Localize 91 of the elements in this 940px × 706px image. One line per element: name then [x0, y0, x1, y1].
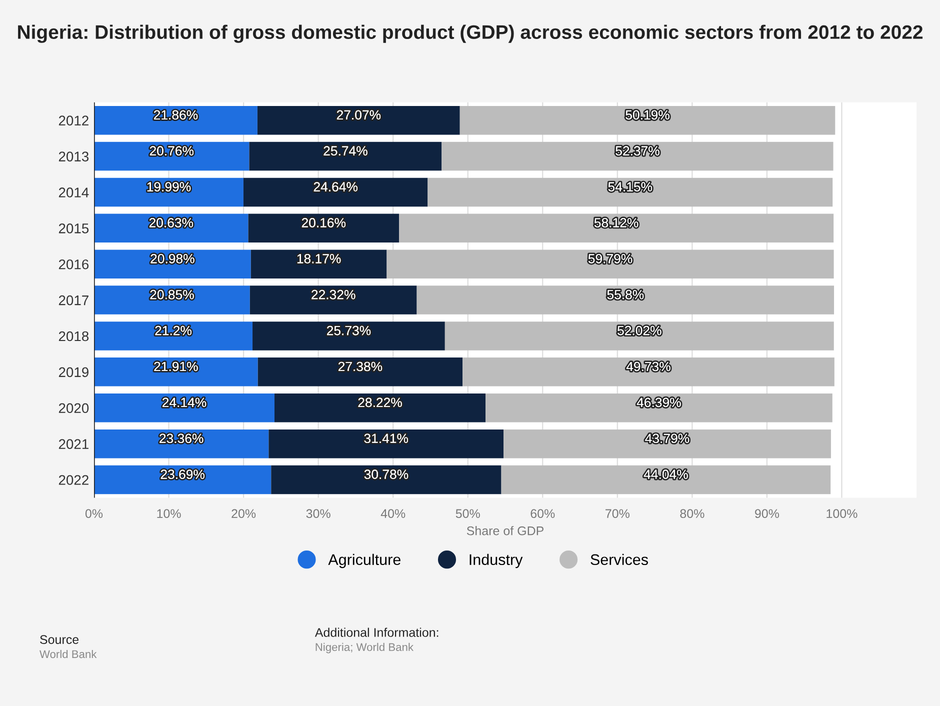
bar — [94, 322, 253, 350]
data-label: 21.91% — [154, 362, 198, 372]
bar — [428, 178, 833, 207]
data-label: 19.99% — [147, 182, 191, 192]
bar — [442, 142, 834, 171]
data-label: 27.07% — [336, 110, 381, 120]
text: Nigeria; World Bank — [316, 642, 414, 654]
text: Source — [40, 635, 79, 644]
bar — [386, 250, 834, 278]
data-label: 21.2% — [155, 326, 192, 336]
data-label: 46.39% — [636, 398, 681, 408]
y-tick-label: 2015 — [58, 224, 89, 234]
bar — [501, 465, 831, 494]
legend-label: Agriculture — [328, 554, 400, 568]
bar — [271, 465, 502, 494]
y-tick-label: 2013 — [58, 152, 89, 162]
legend-label: Industry — [470, 554, 523, 568]
data-label: 59.79% — [588, 254, 632, 264]
bar — [258, 358, 463, 386]
data-label: 25.74% — [324, 146, 368, 156]
bar — [252, 322, 445, 350]
y-tick-label: 2017 — [58, 295, 88, 306]
data-label: 21.86% — [154, 110, 198, 120]
bar — [274, 394, 486, 422]
bar — [250, 286, 417, 314]
data-label: 50.19% — [626, 110, 670, 120]
data-label: 23.36% — [160, 434, 204, 444]
x-tick-label: 100% — [826, 509, 858, 518]
bar — [94, 465, 272, 494]
x-tick-label: 80% — [680, 509, 704, 518]
y-tick-label: 2019 — [58, 367, 88, 378]
data-label: 30.78% — [364, 470, 408, 479]
x-tick-label: 50% — [456, 509, 480, 518]
bar — [268, 429, 504, 458]
x-tick-label: 10% — [157, 509, 181, 518]
data-label: 43.79% — [645, 434, 690, 444]
bar — [399, 214, 834, 243]
data-label: 25.73% — [327, 326, 371, 336]
data-label: 24.14% — [162, 398, 206, 408]
x-tick-label: 0% — [85, 509, 103, 518]
data-label: 52.37% — [616, 146, 660, 156]
bar — [416, 286, 834, 314]
x-tick-label: 40% — [380, 509, 406, 518]
data-label: 20.98% — [150, 254, 194, 264]
bar — [486, 394, 832, 422]
bar — [249, 142, 442, 171]
text: World Bank — [40, 650, 97, 658]
bar — [504, 429, 831, 458]
bar — [94, 286, 250, 314]
bar — [462, 358, 834, 386]
text: Additional Information: — [314, 628, 438, 637]
x-tick-label: 60% — [530, 509, 555, 518]
data-label: 54.15% — [608, 182, 652, 192]
x-tick-label: 20% — [232, 509, 256, 518]
data-label: 28.22% — [358, 398, 402, 408]
data-label: 20.85% — [150, 290, 194, 300]
y-tick-label: 2018 — [58, 331, 89, 342]
y-tick-label: 2016 — [58, 259, 89, 270]
y-tick-label: 2014 — [58, 188, 89, 198]
x-tick-label: 70% — [606, 509, 630, 518]
bar — [243, 178, 428, 207]
data-label: 31.41% — [364, 434, 408, 444]
y-tick-label: 2012 — [58, 116, 88, 126]
x-axis-title: Share of GDP — [466, 526, 544, 536]
bar — [460, 106, 836, 135]
y-tick-label: 2021 — [58, 439, 88, 449]
bar — [250, 250, 387, 278]
x-tick-label: 90% — [755, 509, 780, 518]
bar — [94, 250, 251, 278]
legend-label: Services — [590, 554, 648, 566]
y-tick-label: 2020 — [58, 403, 89, 414]
data-label: 58.12% — [594, 218, 638, 228]
data-label: 44.04% — [644, 470, 688, 479]
data-label: 22.32% — [312, 290, 356, 300]
data-label: 24.64% — [314, 182, 358, 192]
data-label: 20.16% — [302, 218, 346, 228]
bar — [257, 106, 460, 135]
data-label: 27.38% — [338, 362, 382, 372]
bar — [444, 322, 834, 350]
bar — [94, 394, 274, 422]
data-label: 18.17% — [297, 254, 341, 264]
data-label: 52.02% — [618, 326, 662, 336]
data-label: 55.8% — [607, 290, 644, 300]
data-label: 23.69% — [160, 470, 204, 479]
x-tick-label: 30% — [306, 509, 330, 518]
data-label: 20.76% — [150, 146, 194, 156]
y-tick-label: 2022 — [58, 475, 88, 485]
bar — [94, 358, 258, 386]
chart-title: Nigeria: Distribution of gross domestic product (GDP) across economic sectors from 2012 to 2022 — [18, 24, 923, 43]
data-label: 49.73% — [626, 362, 670, 372]
data-label: 20.63% — [149, 218, 194, 228]
